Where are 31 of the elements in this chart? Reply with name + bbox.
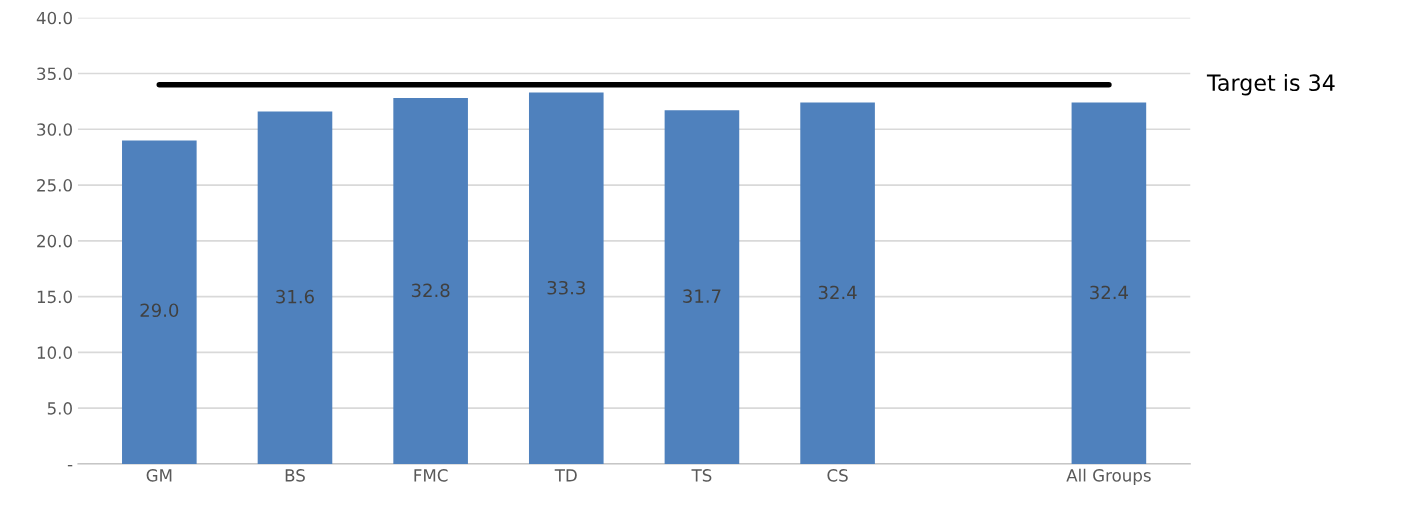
x-tick-label: CS [827, 469, 848, 482]
y-tick-label: 30.0 [37, 123, 72, 136]
bar [122, 140, 197, 464]
x-tick-label: TD [554, 469, 577, 482]
x-tick-label: GM [146, 469, 172, 482]
data-label: 29.0 [140, 303, 179, 318]
data-label: 32.4 [1090, 285, 1128, 300]
data-label: 33.3 [547, 280, 585, 295]
data-label: 32.8 [411, 283, 450, 298]
bar [257, 111, 333, 464]
y-tick-label: 35.0 [37, 67, 72, 81]
bar [800, 102, 875, 464]
bar [664, 110, 740, 464]
x-tick-label: All Groups [1066, 468, 1151, 485]
y-tick-label: 40.0 [36, 11, 72, 25]
data-label: 32.4 [818, 285, 857, 300]
y-tick-label: 15.0 [37, 290, 72, 304]
y-tick-label: 10.0 [37, 346, 72, 359]
y-tick-label: 20.0 [37, 234, 72, 248]
y-tick-label: 5.0 [47, 402, 72, 415]
bar [1071, 102, 1147, 464]
y-tick-label: 25.0 [37, 179, 72, 192]
bar [393, 98, 468, 464]
x-tick-label: TS [691, 469, 712, 482]
data-label: 31.7 [683, 289, 721, 303]
data-label: 31.6 [276, 289, 314, 304]
ref-line-label: Target is 34 [1206, 73, 1335, 96]
y-tick-label: - [67, 465, 73, 467]
x-tick-label: FMC [414, 469, 448, 482]
x-tick-label: BS [285, 469, 305, 482]
bar [528, 92, 604, 464]
